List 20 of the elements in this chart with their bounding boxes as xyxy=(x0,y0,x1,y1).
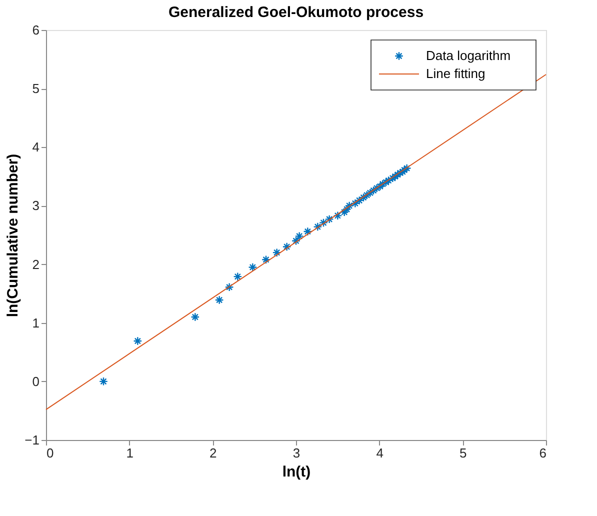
x-tick-label: 5 xyxy=(460,446,467,460)
x-tick-label: 0 xyxy=(46,446,54,460)
x-tick-label: 2 xyxy=(210,446,217,460)
chart-title: Generalized Goel-Okumoto process xyxy=(168,4,424,21)
y-tick-label: 6 xyxy=(32,22,40,38)
y-tick-label: 2 xyxy=(32,256,40,272)
y-tick-label: 0 xyxy=(32,374,40,389)
y-tick-label: 3 xyxy=(32,198,40,214)
x-tick-label: 4 xyxy=(376,446,384,460)
y-tick-label: −1 xyxy=(24,432,40,448)
y-axis-title: ln(Cumulative number) xyxy=(4,154,22,318)
x-tick-label: 6 xyxy=(539,446,546,460)
legend-label: Data logarithm xyxy=(426,48,511,63)
y-tick-label: 5 xyxy=(32,81,40,96)
x-tick-label: 3 xyxy=(292,446,300,460)
x-axis-title: ln(t) xyxy=(282,464,311,480)
y-tick-label: 4 xyxy=(32,140,40,155)
x-tick-label: 1 xyxy=(126,446,134,460)
legend-label: Line fitting xyxy=(426,66,486,81)
y-tick-label: 1 xyxy=(32,315,40,330)
